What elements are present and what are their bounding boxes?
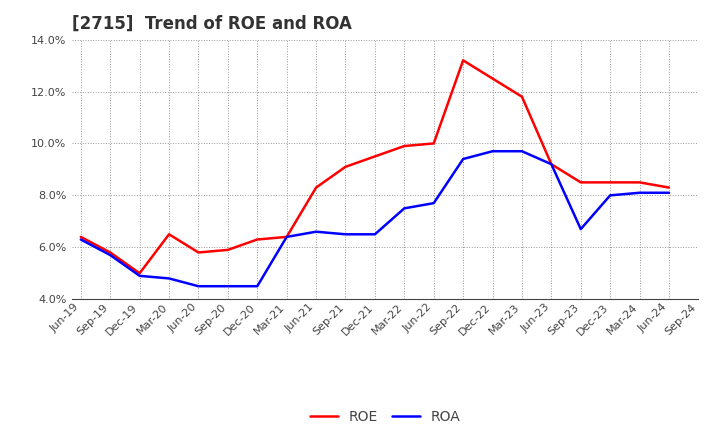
- ROE: [371, 154, 379, 159]
- ROA: [459, 156, 467, 161]
- ROE: [341, 164, 350, 169]
- ROA: [282, 234, 291, 239]
- ROA: [577, 227, 585, 232]
- ROE: [76, 234, 85, 239]
- ROE: [606, 180, 614, 185]
- ROE: [400, 143, 409, 149]
- ROA: [429, 201, 438, 206]
- ROE: [459, 58, 467, 63]
- ROA: [547, 161, 556, 167]
- ROA: [165, 276, 174, 281]
- ROE: [518, 94, 526, 99]
- Line: ROA: ROA: [81, 151, 669, 286]
- ROA: [400, 205, 409, 211]
- ROA: [312, 229, 320, 235]
- ROA: [665, 190, 673, 195]
- ROE: [547, 161, 556, 167]
- ROE: [282, 234, 291, 239]
- ROA: [518, 149, 526, 154]
- ROA: [106, 253, 114, 258]
- ROA: [76, 237, 85, 242]
- ROA: [488, 149, 497, 154]
- ROA: [371, 231, 379, 237]
- Legend: ROE, ROA: ROE, ROA: [305, 405, 466, 430]
- ROA: [341, 231, 350, 237]
- ROA: [606, 193, 614, 198]
- ROE: [135, 271, 144, 276]
- ROE: [488, 76, 497, 81]
- ROE: [106, 250, 114, 255]
- ROA: [635, 190, 644, 195]
- ROE: [253, 237, 261, 242]
- ROE: [665, 185, 673, 190]
- ROE: [577, 180, 585, 185]
- ROE: [194, 250, 203, 255]
- ROE: [165, 231, 174, 237]
- ROA: [135, 273, 144, 279]
- ROE: [635, 180, 644, 185]
- ROE: [312, 185, 320, 190]
- ROA: [223, 284, 232, 289]
- ROA: [194, 284, 203, 289]
- ROE: [223, 247, 232, 253]
- Text: [2715]  Trend of ROE and ROA: [2715] Trend of ROE and ROA: [72, 15, 352, 33]
- Line: ROE: ROE: [81, 60, 669, 273]
- ROE: [429, 141, 438, 146]
- ROA: [253, 284, 261, 289]
